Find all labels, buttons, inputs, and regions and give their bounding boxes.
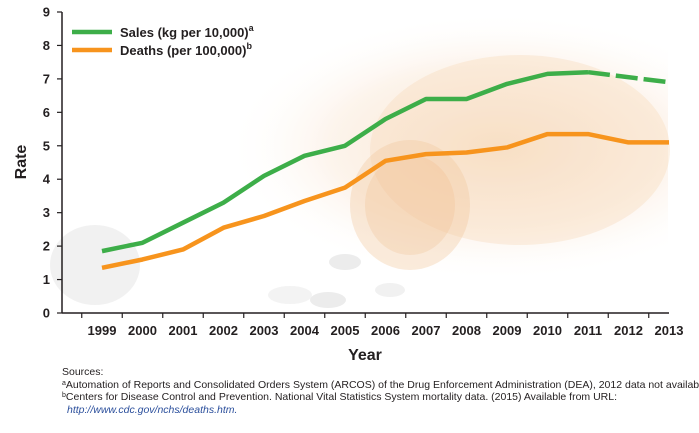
series-gap-sales [587, 69, 670, 85]
x-tick-label: 2009 [493, 323, 522, 338]
source-a: aAutomation of Reports and Consolidated … [62, 379, 699, 392]
series-line-deaths [101, 131, 669, 271]
y-tick-label: 3 [43, 205, 50, 220]
legend: Sales (kg per 10,000)a Deaths (per 100,0… [72, 23, 255, 58]
x-tick-label: 2000 [128, 323, 157, 338]
x-tick-label: 2013 [655, 323, 684, 338]
source-b-text: Centers for Disease Control and Preventi… [65, 391, 618, 403]
legend-label-sales: Sales (kg per 10,000)a [120, 23, 255, 40]
source-url-link[interactable]: http://www.cdc.gov/nchs/deaths.htm. [67, 403, 238, 416]
background-image [50, 12, 670, 312]
x-tick-label: 2001 [169, 323, 198, 338]
sources-footnote: Sources: aAutomation of Reports and Cons… [62, 366, 699, 416]
x-tick-label: 2005 [331, 323, 360, 338]
x-tick-label: 2006 [371, 323, 400, 338]
x-tick-label: 2003 [250, 323, 279, 338]
source-b-marker: b [62, 392, 66, 399]
y-tick-label: 8 [43, 38, 50, 53]
series-lines [101, 69, 670, 271]
x-tick-label: 1999 [88, 323, 117, 338]
y-tick-label: 1 [43, 272, 50, 287]
y-axis-ticks: 0 1 2 3 4 5 6 7 8 9 [43, 5, 62, 321]
source-b: bCenters for Disease Control and Prevent… [62, 391, 692, 404]
x-tick-label: 2012 [614, 323, 643, 338]
legend-text-sales: Sales (kg per 10,000) [120, 25, 249, 40]
x-tick-label: 2004 [290, 323, 320, 338]
source-a-text: Automation of Reports and Consolidated O… [65, 378, 699, 391]
legend-marker-sales: a [249, 23, 255, 33]
y-tick-label: 6 [43, 105, 50, 120]
x-tick-label: 2011 [574, 323, 602, 338]
y-tick-label: 0 [43, 306, 50, 321]
x-tick-label: 2007 [412, 323, 441, 338]
sources-heading: Sources: [62, 366, 104, 378]
x-tick-label: 2002 [209, 323, 238, 338]
x-axis-title: Year [348, 347, 382, 364]
y-tick-label: 9 [43, 5, 50, 20]
source-a-marker: a [62, 379, 66, 387]
legend-marker-deaths: b [246, 41, 252, 51]
y-tick-label: 5 [43, 138, 50, 153]
x-axis-ticks: 1999 2000 2001 2002 2003 2004 2005 2006 2007 2008… [81, 313, 684, 338]
legend-text-deaths: Deaths (per 100,000) [120, 43, 246, 58]
series-line-sales [101, 69, 589, 254]
legend-label-deaths: Deaths (per 100,000)b [120, 41, 252, 58]
y-tick-label: 4 [43, 172, 51, 187]
x-tick-label: 2010 [533, 323, 562, 338]
y-tick-label: 7 [43, 71, 50, 86]
x-tick-label: 2008 [452, 323, 481, 338]
y-axis-title: Rate [13, 145, 30, 180]
y-tick-label: 2 [43, 239, 50, 254]
